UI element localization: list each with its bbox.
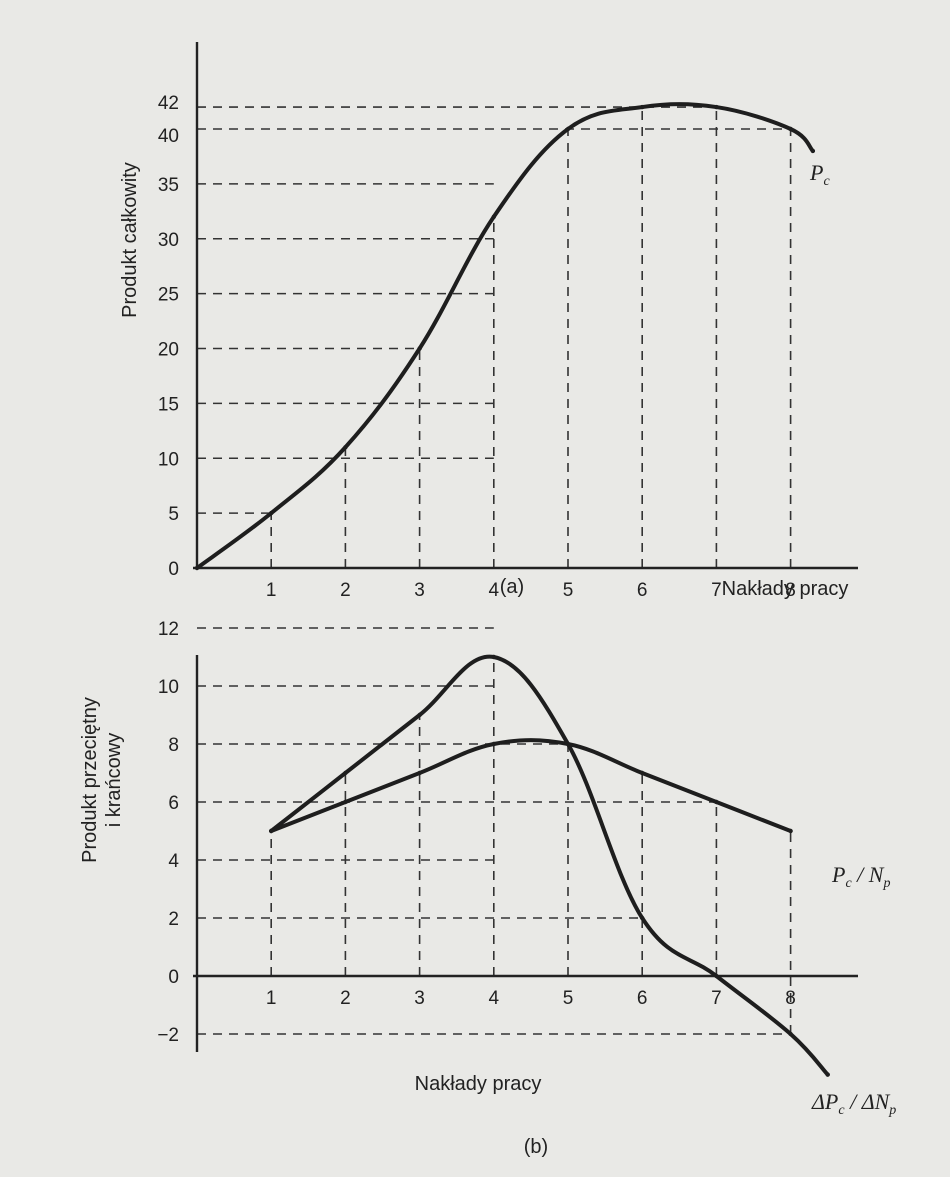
y-tick-label: 8 (168, 735, 179, 756)
data-point (640, 770, 645, 776)
y-tick-label: 6 (168, 793, 179, 814)
y-tick-label: 35 (158, 175, 179, 196)
y-tick-label: −2 (157, 1025, 179, 1046)
y-tick-label: 40 (158, 126, 179, 147)
panel-caption: (a) (500, 576, 524, 598)
x-tick-label: 6 (637, 988, 648, 1009)
data-point (788, 828, 793, 834)
data-point (194, 565, 200, 571)
x-tick-label: 3 (414, 988, 425, 1009)
data-point (640, 915, 645, 921)
y-tick-label: 12 (158, 619, 179, 640)
y-tick-label: 10 (158, 449, 179, 470)
y-tick-label: 2 (168, 909, 179, 930)
y-tick-label: 10 (158, 677, 179, 698)
x-axis-title: Nakłady pracy (415, 1073, 542, 1095)
y-tick-label: 42 (158, 93, 179, 114)
data-point (714, 104, 719, 110)
data-point (491, 741, 496, 747)
series-line-1 (195, 102, 815, 570)
data-point (491, 214, 496, 219)
data-point (417, 712, 422, 718)
data-point (343, 770, 348, 776)
x-tick-label: 8 (785, 988, 796, 1009)
series-label: ΔPc / ΔNp (811, 1089, 896, 1118)
x-tick-label: 4 (489, 580, 500, 601)
data-point (788, 126, 793, 132)
x-tick-label: 3 (414, 580, 425, 601)
data-point (491, 654, 496, 660)
x-tick-label: 5 (563, 988, 574, 1009)
y-axis-title: Produkt przeciętny i krańcowy (79, 697, 125, 863)
x-tick-label: 4 (489, 988, 500, 1009)
data-point (810, 148, 816, 154)
data-point (714, 973, 719, 979)
x-tick-label: 7 (711, 580, 722, 601)
y-tick-label: 0 (168, 967, 179, 988)
y-tick-label: 4 (168, 851, 179, 872)
x-tick-label: 5 (563, 580, 574, 601)
series-label: Pc (809, 160, 830, 189)
y-tick-label: 15 (158, 394, 179, 415)
data-point (714, 799, 719, 805)
x-tick-label: 1 (266, 580, 277, 601)
data-point (417, 346, 422, 351)
x-axis-title: Nakłady pracy (722, 578, 849, 600)
data-point (565, 126, 571, 132)
series-label: Pc / Np (831, 862, 890, 891)
data-point (343, 445, 348, 450)
y-tick-label: 5 (168, 504, 179, 525)
y-tick-label: 20 (158, 340, 179, 361)
x-tick-label: 1 (266, 988, 277, 1009)
data-point (269, 510, 274, 516)
data-point (269, 828, 274, 834)
data-point (825, 1072, 830, 1077)
data-point (788, 1031, 793, 1037)
x-tick-label: 2 (340, 580, 351, 601)
x-tick-label: 7 (711, 988, 722, 1009)
y-axis-title: Produkt całkowity (119, 162, 141, 318)
data-point (417, 770, 422, 776)
data-point (640, 104, 645, 110)
y-tick-label: 25 (158, 285, 179, 306)
panel-caption: (b) (524, 1136, 548, 1158)
x-tick-label: 8 (785, 580, 796, 601)
series-line-1 (269, 738, 793, 833)
y-tick-label: 30 (158, 230, 179, 251)
data-point (343, 799, 348, 805)
x-tick-label: 6 (637, 580, 648, 601)
x-tick-label: 2 (340, 988, 351, 1009)
data-point (565, 741, 571, 747)
y-tick-label: 0 (168, 559, 179, 580)
chart-panel-a: 1 2 3 4 5 6 7 8 0 5 10 15 20 25 30 35 40 42 Pc Nakłady prac… (119, 42, 858, 601)
series-line-2 (269, 654, 830, 1077)
